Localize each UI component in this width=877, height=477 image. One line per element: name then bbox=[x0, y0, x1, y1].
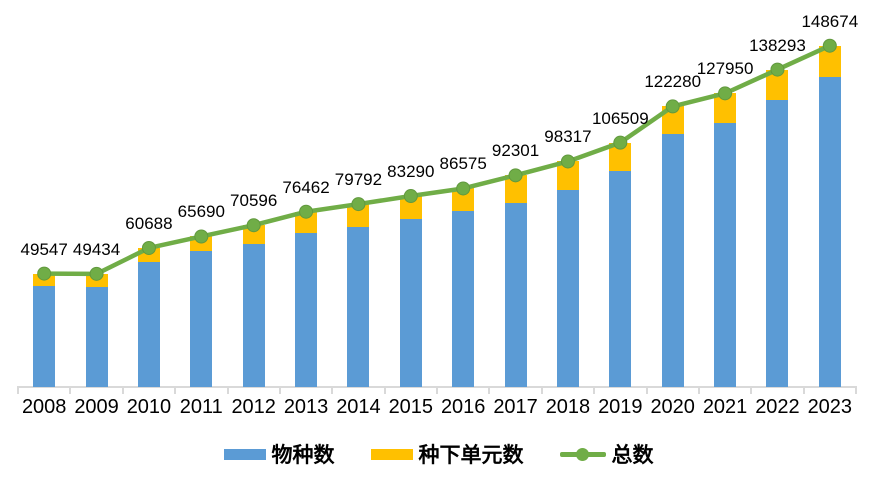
bar-segment-species-2016 bbox=[452, 211, 475, 387]
bar-segment-infraspecific-2014 bbox=[347, 204, 370, 228]
bar-segment-species-2020 bbox=[661, 134, 684, 387]
total-label-2013: 76462 bbox=[282, 177, 330, 197]
total-label-2012: 70596 bbox=[230, 191, 278, 211]
x-axis-label-2022: 2022 bbox=[755, 396, 800, 418]
bar-segment-species-2010 bbox=[137, 262, 160, 387]
bar-segment-species-2014 bbox=[347, 227, 370, 387]
legend-dot-icon bbox=[575, 447, 589, 461]
bar-segment-infraspecific-2019 bbox=[609, 142, 632, 171]
bar-segment-infraspecific-2018 bbox=[556, 161, 579, 190]
x-axis-label-2015: 2015 bbox=[388, 396, 434, 418]
bar-segment-species-2008 bbox=[33, 286, 56, 387]
x-axis-label-2009: 2009 bbox=[74, 396, 119, 418]
legend-item-infraspecific: 种下单元数 bbox=[370, 439, 524, 469]
x-axis-label-2010: 2010 bbox=[126, 396, 172, 418]
x-axis-tick bbox=[121, 386, 124, 394]
x-axis-tick bbox=[278, 386, 281, 394]
x-axis-label-2013: 2013 bbox=[283, 396, 329, 418]
x-axis-tick bbox=[17, 386, 19, 394]
x-axis-tick bbox=[331, 386, 334, 394]
total-label-2017: 92301 bbox=[491, 141, 540, 161]
bar-segment-infraspecific-2010 bbox=[137, 247, 160, 263]
x-axis-label-2018: 2018 bbox=[545, 396, 591, 418]
bar-segment-species-2021 bbox=[714, 122, 737, 387]
x-axis-tick bbox=[174, 386, 177, 394]
bar-segment-infraspecific-2015 bbox=[399, 196, 422, 220]
x-axis-tick bbox=[488, 386, 491, 394]
bar-segment-infraspecific-2011 bbox=[190, 236, 213, 251]
bar-segment-species-2015 bbox=[399, 219, 422, 387]
x-axis-label-2017: 2017 bbox=[493, 396, 538, 418]
bar-segment-infraspecific-2012 bbox=[242, 225, 265, 245]
total-label-2022: 138293 bbox=[749, 35, 806, 55]
legend-swatch-infraspecific bbox=[370, 448, 413, 460]
legend: 物种数 种下单元数 总数 bbox=[0, 437, 877, 471]
bar-segment-species-2012 bbox=[242, 244, 265, 387]
total-label-2018: 98317 bbox=[544, 127, 592, 147]
bar-segment-species-2017 bbox=[504, 202, 527, 387]
total-label-2011: 65690 bbox=[177, 202, 225, 222]
total-label-2008: 49547 bbox=[20, 239, 68, 259]
total-label-2014: 79792 bbox=[334, 170, 383, 190]
x-axis-tick bbox=[436, 386, 438, 394]
legend-item-species: 物种数 bbox=[223, 439, 335, 469]
bar-segment-infraspecific-2022 bbox=[766, 69, 789, 101]
total-label-2019: 106509 bbox=[591, 108, 649, 128]
bar-segment-species-2009 bbox=[85, 287, 108, 387]
x-axis-label-2023: 2023 bbox=[807, 396, 853, 418]
x-axis-label-2019: 2019 bbox=[598, 396, 643, 418]
bar-segment-infraspecific-2008 bbox=[33, 273, 56, 287]
x-axis-tick bbox=[226, 386, 229, 394]
legend-label-species: 物种数 bbox=[271, 444, 335, 467]
x-axis-tick bbox=[802, 386, 805, 394]
x-axis-tick bbox=[540, 386, 543, 394]
bar-segment-infraspecific-2016 bbox=[452, 188, 475, 212]
bar-segment-species-2018 bbox=[556, 189, 579, 387]
x-axis-label-2021: 2021 bbox=[702, 396, 748, 418]
bar-segment-infraspecific-2023 bbox=[818, 45, 841, 77]
x-axis-tick bbox=[750, 386, 753, 394]
x-axis-label-2012: 2012 bbox=[231, 396, 276, 418]
x-axis-label-2008: 2008 bbox=[21, 396, 67, 418]
total-label-2020: 122280 bbox=[644, 72, 702, 92]
bar-segment-species-2013 bbox=[295, 233, 318, 387]
x-axis-tick bbox=[593, 386, 596, 394]
x-axis-label-2016: 2016 bbox=[440, 396, 486, 418]
legend-item-total: 总数 bbox=[559, 439, 654, 469]
bar-segment-species-2023 bbox=[818, 77, 841, 387]
bar-segment-species-2019 bbox=[609, 170, 632, 387]
total-label-2010: 60688 bbox=[125, 213, 173, 233]
x-axis-tick bbox=[855, 386, 857, 394]
total-label-2015: 83290 bbox=[387, 162, 435, 182]
bar-segment-infraspecific-2021 bbox=[714, 93, 737, 123]
legend-swatch-species bbox=[223, 448, 266, 460]
bar-segment-infraspecific-2020 bbox=[661, 106, 684, 135]
bar-segment-infraspecific-2017 bbox=[504, 175, 527, 203]
total-label-2021: 127950 bbox=[696, 59, 754, 79]
x-axis-tick bbox=[69, 386, 72, 394]
legend-label-total: 总数 bbox=[611, 444, 654, 467]
x-axis-tick bbox=[645, 386, 648, 394]
x-axis-tick bbox=[697, 386, 700, 394]
legend-label-infraspecific: 种下单元数 bbox=[418, 444, 524, 467]
bar-segment-species-2022 bbox=[766, 100, 789, 387]
total-label-2009: 49434 bbox=[72, 239, 121, 259]
x-axis-label-2014: 2014 bbox=[336, 396, 381, 418]
total-label-2016: 86575 bbox=[439, 154, 487, 174]
total-label-2023: 148674 bbox=[801, 11, 859, 31]
x-axis-label-2020: 2020 bbox=[650, 396, 695, 418]
x-axis-tick bbox=[383, 386, 386, 394]
bar-segment-species-2011 bbox=[190, 250, 213, 387]
bar-segment-infraspecific-2013 bbox=[295, 211, 318, 234]
legend-line-swatch-total bbox=[559, 447, 606, 461]
bar-segment-infraspecific-2009 bbox=[85, 273, 108, 288]
x-axis-label-2011: 2011 bbox=[179, 396, 223, 418]
